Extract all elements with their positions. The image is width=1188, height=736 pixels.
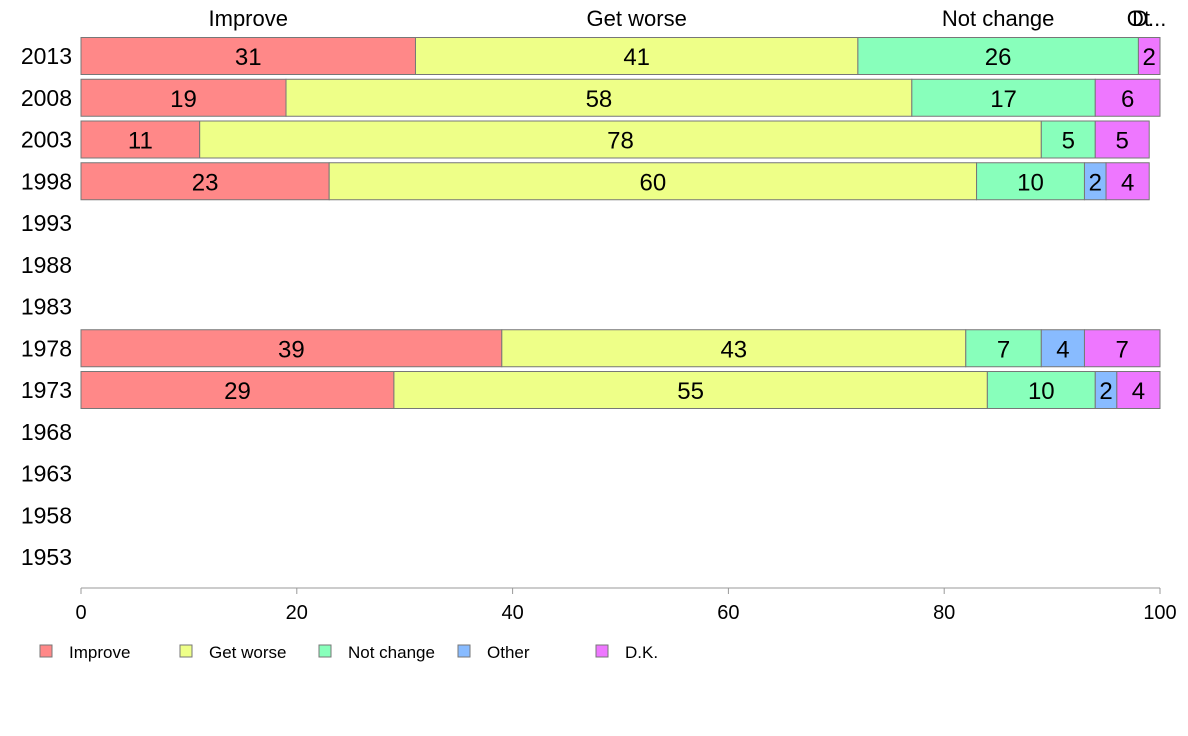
legend-swatch: [457, 644, 471, 658]
bar-value-label: 5: [1062, 128, 1075, 155]
bar-segment: [986, 371, 1096, 409]
y-tick-label: 2003: [21, 127, 72, 153]
bar-segment: [501, 329, 967, 368]
bar-segment: [965, 329, 1042, 368]
bar-value-label: 7: [1116, 336, 1129, 363]
bar-segment: [911, 78, 1096, 117]
y-tick-label: 1953: [21, 544, 72, 570]
legend-label: Get worse: [209, 643, 286, 662]
bar-segment: [1040, 120, 1096, 159]
x-axis: 0 20 40 60 80 100: [75, 587, 1177, 624]
bar-value-label: 39: [278, 336, 305, 363]
bar-value-label: 78: [607, 128, 634, 155]
y-tick-label: 1983: [21, 294, 72, 320]
x-tick-label: 100: [1143, 602, 1176, 624]
y-axis-labels: 2013 2008 2003 1998 1993 1988 1983 1978 1973 1968…: [21, 43, 72, 570]
bar-segment: [1105, 162, 1150, 201]
bar-value-label: 2: [1089, 169, 1102, 196]
legend-label: Other: [487, 643, 530, 662]
y-tick-label: 1958: [21, 502, 72, 528]
bar-value-label: 10: [1017, 169, 1044, 196]
column-header-label: Not change: [942, 6, 1055, 31]
bar-segment: [80, 120, 201, 159]
y-tick-label: 1988: [21, 252, 72, 278]
legend-label: Improve: [69, 643, 130, 662]
x-tick-label: 0: [75, 602, 86, 624]
y-tick-label: 1968: [21, 419, 72, 445]
bar-segment: [1040, 329, 1085, 368]
bar-value-label: 7: [997, 336, 1010, 363]
column-header-label: Get worse: [587, 6, 687, 31]
legend: Improve Get worse Not change Other D.K.: [39, 643, 658, 662]
bar-value-label: 11: [128, 128, 153, 155]
column-header-label: Ot: [1127, 6, 1150, 31]
legend-swatch: [318, 644, 332, 658]
bar-value-label: 26: [985, 44, 1012, 71]
legend-swatch: [39, 644, 53, 658]
x-tick-label: 20: [286, 602, 308, 624]
bar-value-label: 17: [990, 86, 1017, 113]
legend-label: D.K.: [625, 643, 658, 662]
bar-value-label: 29: [224, 378, 251, 405]
y-tick-label: 1998: [21, 168, 72, 194]
column-header-label: Improve: [209, 6, 288, 31]
bar-value-label: 4: [1132, 378, 1145, 405]
bar-segment: [393, 371, 988, 409]
bar-segment: [1116, 371, 1161, 409]
bar-value-label: 31: [235, 44, 262, 71]
bar-value-label: 2: [1143, 44, 1156, 71]
y-tick-label: 1963: [21, 461, 72, 487]
bar-segment: [80, 78, 287, 117]
bar-value-label: 55: [677, 378, 704, 405]
bar-segment: [1094, 120, 1150, 159]
bar-value-label: 10: [1028, 378, 1055, 405]
bar-value-label: 5: [1116, 128, 1129, 155]
x-tick-label: 60: [717, 602, 739, 624]
legend-label: Not change: [348, 643, 435, 662]
bar-value-label: 23: [192, 169, 219, 196]
bar-value-label: 6: [1121, 86, 1134, 113]
y-tick-label: 2008: [21, 85, 72, 111]
bar-segment: [80, 371, 395, 409]
bar-segment: [199, 120, 1042, 159]
bar-value-label: 41: [623, 44, 650, 71]
bar-value-label: 43: [720, 336, 747, 363]
x-tick-label: 80: [933, 602, 955, 624]
bar-segment: [1083, 329, 1161, 368]
bar-value-label: 58: [586, 86, 613, 113]
y-tick-label: 1978: [21, 335, 72, 361]
bar-segment: [80, 329, 503, 368]
legend-swatch: [595, 644, 609, 658]
y-tick-label: 2013: [21, 43, 72, 69]
y-tick-label: 1973: [21, 377, 72, 403]
bar-segment: [80, 162, 330, 201]
bar-value-label: 4: [1121, 169, 1134, 196]
bar-marks: [80, 37, 1161, 409]
bar-segment: [1137, 37, 1161, 75]
bar-value-label: 60: [640, 169, 667, 196]
bar-segment: [414, 37, 859, 75]
y-tick-label: 1993: [21, 210, 72, 236]
bar-segment: [285, 78, 913, 117]
bar-segment: [1094, 78, 1161, 117]
legend-swatch: [179, 644, 193, 658]
bar-value-label: 2: [1099, 378, 1112, 405]
bar-value-labels: 31 41 26 219 58 17 611 78 5 523 60 10 2 439 43 7 4 729 55 1…: [128, 44, 1156, 405]
x-tick-label: 40: [501, 602, 523, 624]
bar-value-label: 19: [170, 86, 197, 113]
column-header-labels: Improve Get worse Not change OtD...: [209, 6, 1167, 31]
bar-segment: [976, 162, 1085, 201]
column-header-label: D...: [1132, 6, 1166, 31]
bar-value-label: 4: [1056, 336, 1069, 363]
